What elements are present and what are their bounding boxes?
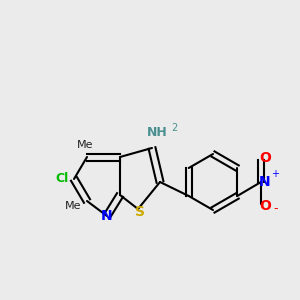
Text: N: N xyxy=(259,175,271,189)
Text: O: O xyxy=(259,151,271,165)
Text: N: N xyxy=(101,209,113,223)
Text: Cl: Cl xyxy=(56,172,69,185)
Text: Me: Me xyxy=(65,201,81,211)
Text: S: S xyxy=(135,205,145,219)
Text: 2: 2 xyxy=(171,123,177,133)
Text: -: - xyxy=(274,202,278,215)
Text: Me: Me xyxy=(77,140,93,150)
Text: O: O xyxy=(259,199,271,213)
Text: NH: NH xyxy=(147,127,167,140)
Text: +: + xyxy=(271,169,279,179)
